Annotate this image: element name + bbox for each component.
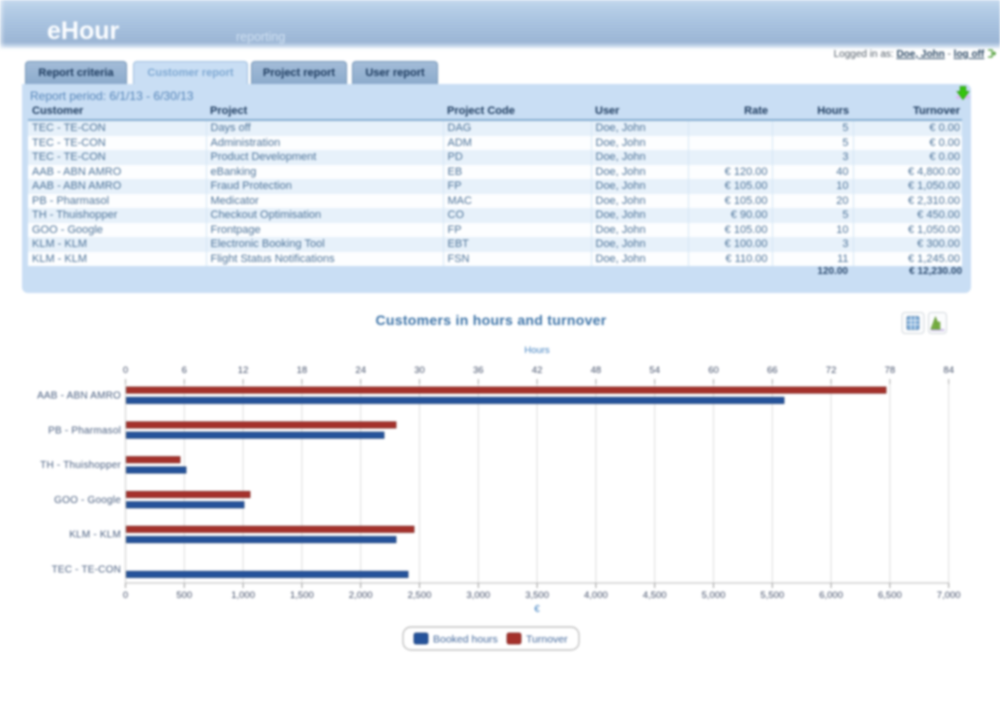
- svg-text:€: €: [534, 604, 540, 615]
- svg-text:Booked hours: Booked hours: [433, 634, 498, 646]
- svg-text:Turnover: Turnover: [526, 634, 568, 646]
- svg-text:78: 78: [885, 365, 896, 376]
- svg-text:30: 30: [414, 365, 425, 376]
- svg-text:7,000: 7,000: [937, 590, 961, 601]
- svg-text:0: 0: [123, 590, 128, 601]
- svg-text:4,000: 4,000: [584, 590, 608, 601]
- svg-text:12: 12: [238, 365, 249, 376]
- svg-text:24: 24: [355, 365, 366, 376]
- svg-text:5,000: 5,000: [702, 590, 726, 601]
- svg-text:72: 72: [826, 365, 837, 376]
- svg-text:2,000: 2,000: [349, 590, 373, 601]
- svg-text:1,500: 1,500: [290, 590, 314, 601]
- svg-text:TEC - TE-CON: TEC - TE-CON: [52, 565, 121, 576]
- svg-text:6,500: 6,500: [878, 590, 902, 601]
- svg-text:4,500: 4,500: [643, 590, 667, 601]
- svg-text:42: 42: [532, 365, 543, 376]
- svg-text:6: 6: [182, 365, 187, 376]
- svg-text:PB - Pharmasol: PB - Pharmasol: [48, 425, 121, 436]
- svg-text:18: 18: [297, 365, 308, 376]
- svg-text:84: 84: [943, 365, 954, 376]
- svg-text:0: 0: [123, 365, 128, 376]
- svg-text:AAB - ABN AMRO: AAB - ABN AMRO: [37, 391, 121, 402]
- svg-text:TH - Thuishopper: TH - Thuishopper: [40, 460, 121, 471]
- svg-text:48: 48: [591, 365, 602, 376]
- svg-text:36: 36: [473, 365, 484, 376]
- svg-text:3,000: 3,000: [466, 590, 490, 601]
- svg-text:5,500: 5,500: [760, 590, 784, 601]
- svg-text:500: 500: [176, 590, 192, 601]
- svg-text:6,000: 6,000: [819, 590, 843, 601]
- svg-text:1,000: 1,000: [231, 590, 255, 601]
- svg-text:54: 54: [649, 365, 660, 376]
- svg-text:3,500: 3,500: [525, 590, 549, 601]
- svg-text:KLM - KLM: KLM - KLM: [69, 530, 121, 541]
- svg-text:60: 60: [708, 365, 719, 376]
- svg-text:66: 66: [767, 365, 778, 376]
- svg-text:Customers in hours and turnove: Customers in hours and turnover: [376, 312, 607, 328]
- svg-text:GOO - Google: GOO - Google: [54, 495, 121, 506]
- svg-text:2,500: 2,500: [408, 590, 432, 601]
- svg-text:Hours: Hours: [524, 345, 550, 356]
